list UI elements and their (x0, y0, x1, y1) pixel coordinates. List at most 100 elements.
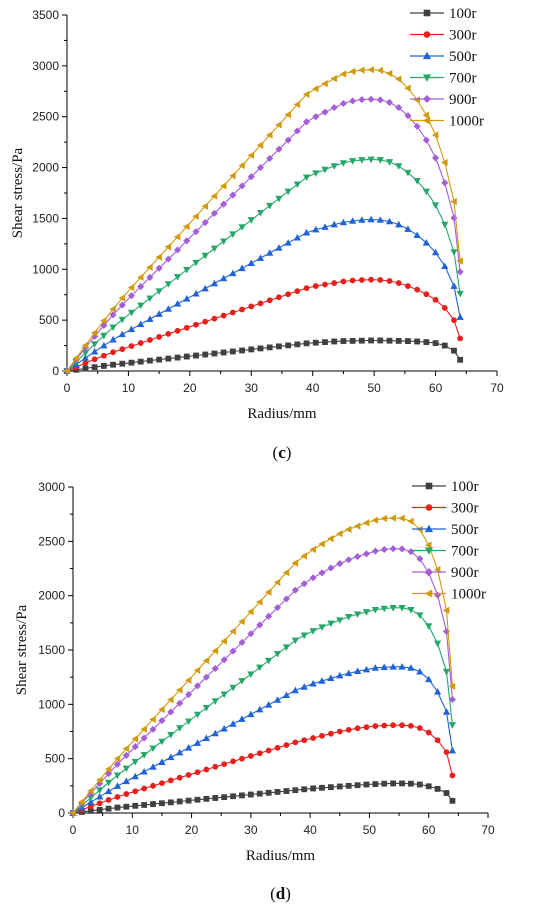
data-point-1000r (118, 294, 126, 302)
series-1000r (69, 514, 456, 817)
data-point-700r (358, 157, 366, 164)
data-point-300r (128, 343, 135, 349)
data-point-700r (220, 238, 228, 246)
data-point-100r (128, 359, 135, 366)
data-point-500r (395, 220, 403, 228)
data-point-300r (294, 288, 301, 295)
series-line-900r (72, 548, 453, 814)
series-300r (70, 722, 456, 816)
data-point-900r (192, 228, 200, 236)
data-point-500r (433, 688, 442, 695)
data-point-700r (345, 614, 353, 621)
data-point-500r (104, 787, 113, 795)
data-point-1000r (330, 74, 338, 83)
data-point-300r (100, 352, 107, 359)
data-point-500r (321, 223, 329, 230)
data-point-900r (167, 708, 175, 716)
data-point-700r (100, 332, 108, 340)
data-point-300r (395, 280, 402, 286)
series-300r (64, 276, 464, 374)
data-point-700r (229, 684, 237, 692)
data-point-700r (265, 657, 273, 665)
data-point-1000r (413, 96, 420, 104)
data-point-100r (285, 342, 292, 349)
data-point-300r (105, 797, 112, 803)
y-tick-label: 3000 (38, 480, 65, 494)
panel-label-part: ( (273, 443, 279, 462)
x-tick-label: 30 (244, 823, 258, 837)
data-point-300r (165, 330, 172, 337)
data-point-100r (405, 338, 411, 344)
data-point-1000r (404, 84, 411, 92)
data-point-100r (294, 341, 301, 348)
data-point-1000r (367, 66, 374, 74)
y-tick-label: 1000 (32, 262, 59, 276)
data-point-700r (184, 718, 193, 726)
data-point-700r (96, 787, 104, 794)
data-point-500r (441, 262, 449, 270)
data-point-1000r (238, 617, 245, 626)
data-point-100r (377, 337, 384, 344)
data-point-700r (371, 606, 379, 614)
data-point-700r (275, 195, 283, 203)
data-point-700r (336, 617, 344, 624)
data-point-500r (407, 664, 415, 671)
data-point-900r (398, 545, 406, 553)
data-point-100r (358, 337, 365, 344)
data-point-700r (389, 605, 397, 612)
legend-marker-900r (422, 94, 432, 104)
data-point-300r (202, 318, 209, 325)
data-point-1000r (327, 534, 334, 543)
data-point-300r (381, 722, 388, 729)
data-point-1000r (167, 696, 174, 704)
data-point-300r (183, 324, 190, 331)
x-tick-label: 0 (70, 823, 77, 837)
data-point-500r (201, 284, 209, 292)
data-point-900r (247, 630, 255, 638)
data-point-500r (273, 696, 282, 703)
data-point-500r (183, 295, 191, 302)
x-tick-label: 60 (422, 823, 436, 837)
data-point-500r (140, 767, 148, 775)
data-point-100r (220, 349, 227, 356)
data-point-500r (339, 218, 348, 226)
data-point-300r (340, 278, 347, 285)
data-point-700r (312, 170, 320, 177)
data-point-100r (322, 339, 328, 346)
data-point-700r (202, 705, 211, 712)
data-point-700r (109, 324, 117, 332)
data-point-1000r (193, 666, 201, 675)
data-point-1000r (265, 131, 273, 139)
data-point-1000r (220, 637, 227, 645)
data-point-500r (312, 225, 320, 233)
data-point-700r (300, 632, 308, 640)
data-point-500r (284, 239, 292, 246)
data-point-900r (422, 136, 430, 144)
x-tick-label: 70 (490, 381, 504, 395)
data-point-900r (164, 255, 172, 263)
y-tick-label: 3500 (32, 8, 59, 22)
data-point-100r (96, 806, 103, 813)
data-point-1000r (422, 111, 430, 119)
data-point-700r (398, 605, 406, 612)
data-point-1000r (247, 608, 254, 616)
data-point-100r (110, 361, 116, 368)
data-point-500r (220, 724, 228, 732)
data-point-1000r (211, 647, 219, 655)
legend-marker-500r (422, 51, 432, 60)
data-point-300r (266, 297, 273, 304)
data-point-500r (336, 671, 344, 679)
data-point-500r (229, 269, 237, 277)
data-point-900r (273, 604, 282, 612)
data-point-700r (201, 252, 209, 260)
data-point-900r (158, 717, 166, 725)
data-point-300r (319, 732, 325, 739)
data-point-300r (256, 750, 263, 757)
x-axis-title: Radius/mm (247, 406, 317, 422)
series-100r (64, 337, 464, 374)
data-point-300r (386, 278, 393, 284)
legend-label-1000r: 1000r (451, 587, 486, 603)
y-tick-label: 1500 (38, 643, 65, 657)
data-point-100r (432, 340, 439, 347)
data-point-500r (353, 667, 362, 674)
